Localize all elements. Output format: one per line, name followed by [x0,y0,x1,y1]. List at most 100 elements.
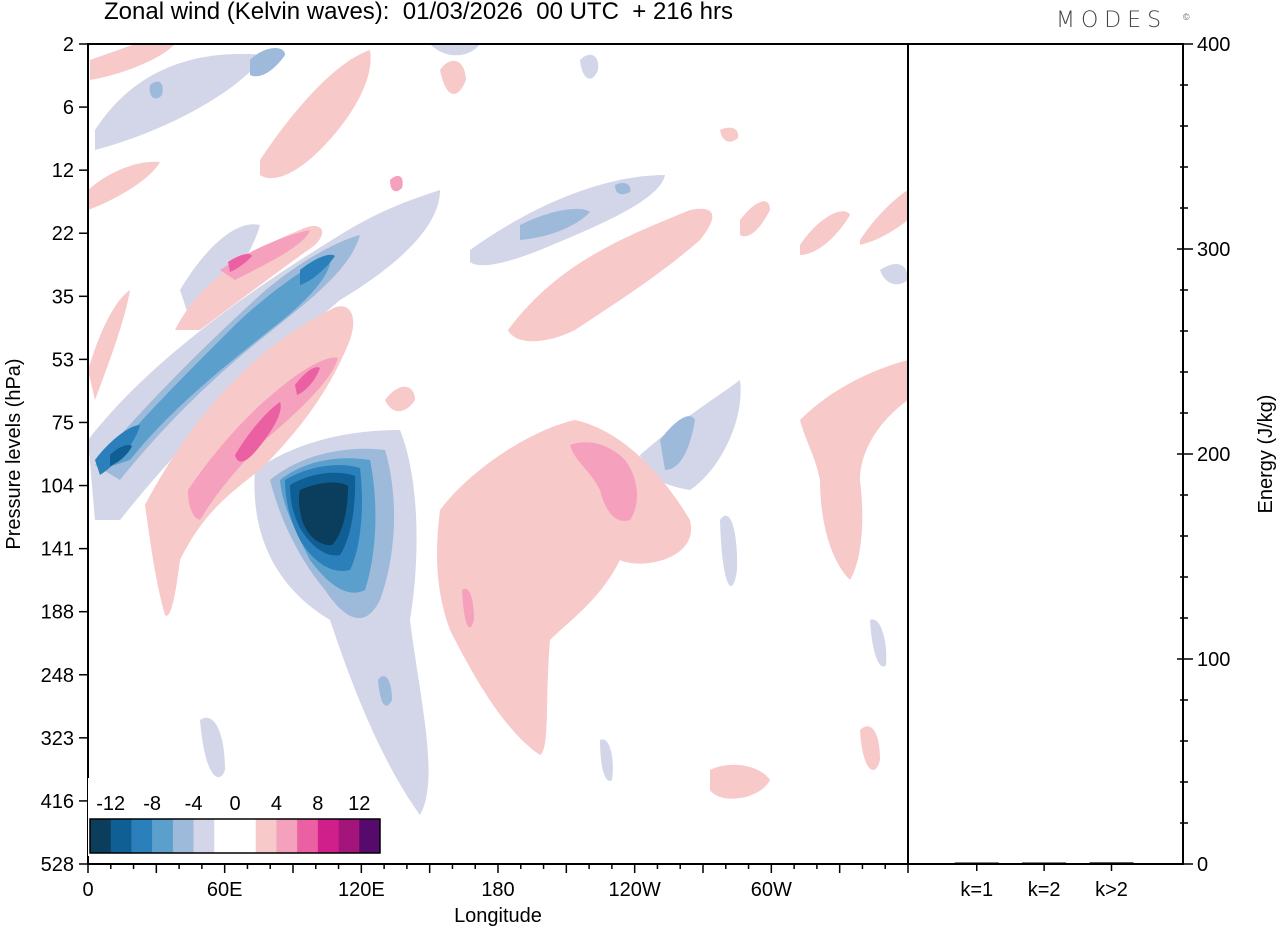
contour-band [800,211,850,255]
colorbar-label: 8 [312,793,323,815]
x-tick-label: 180 [481,879,514,901]
energy-plot-frame [907,43,1184,865]
contour-band [720,127,739,142]
colorbar-swatch [276,819,298,853]
contour-band [800,360,908,580]
contour-band [298,482,348,546]
contour-band [440,60,466,94]
y-tick-label: 141 [41,539,74,561]
colorbar-swatch [317,819,339,853]
colorbar-frame [89,818,381,854]
contour-band [860,190,908,245]
colorbar-label: -8 [143,793,161,815]
energy-bars: k=1 k=2 k>2 [954,862,1134,901]
colorbar-swatch [235,819,257,853]
energy-bar [1022,862,1067,864]
x-tick-label: 60W [751,879,792,901]
contour-band [720,515,738,586]
colorbar-swatch [193,819,215,853]
contour-band [250,48,285,77]
colorbar-swatch [214,819,236,853]
contour-band [437,420,692,755]
colorbar-label: 4 [271,793,282,815]
energy-category-label: k=2 [1028,879,1061,901]
y-tick-label: 6 [63,97,74,119]
y-axis-pressure: 2 6 12 22 35 53 75 104 141 188 248 323 416 528 [41,34,88,876]
colorbar-swatch [255,819,277,853]
y-axis-label: Pressure levels (hPa) [3,358,25,549]
x-tick-label: 120E [338,879,385,901]
contour-band [580,54,599,79]
contour-band [740,201,770,237]
contour-band [220,230,310,280]
colorbar-swatch [152,819,174,853]
contour-band [570,442,637,521]
colorbar-swatch [338,819,360,853]
x-tick-label: 60E [207,879,243,901]
y-tick-label: 528 [41,854,74,876]
energy-bar [954,862,999,864]
colorbar-label: 0 [229,793,240,815]
y-tick-label: 53 [52,349,74,371]
chart-title: Zonal wind (Kelvin waves): 01/03/2026 00… [104,0,733,25]
contour-band [295,367,320,395]
y-axis-energy: 0 100 200 300 400 [1177,34,1230,876]
colorbar-label: -4 [185,793,203,815]
contour-band [228,254,252,272]
colorbar-swatch [359,819,381,853]
contour-band [88,161,160,210]
contour-band [615,182,631,195]
contour-band [462,588,474,628]
y-tick-label: 104 [41,476,74,498]
colorbar-swatch [172,819,194,853]
y-tick-label: 323 [41,728,74,750]
colorbar-swatch [110,819,132,853]
energy-tick-label: 100 [1197,649,1230,671]
contour-band [600,739,613,781]
contour-level-navy-negative [298,482,348,546]
energy-tick-label: 0 [1197,854,1208,876]
y-tick-label: 2 [63,34,74,56]
contour-band [300,254,335,285]
y-tick-label: 12 [52,160,74,182]
y-tick-label: 416 [41,791,74,813]
y-tick-label: 75 [52,412,74,434]
energy-category-label: k>2 [1095,879,1128,901]
y-tick-label: 248 [41,665,74,687]
brand-logo: MODES [1056,8,1168,33]
colorbar-label: 12 [348,793,370,815]
energy-tick-label: 300 [1197,239,1230,261]
contour-band [200,717,225,778]
contour-band [660,416,695,470]
colorbar-swatch [90,819,112,853]
contour-level-strong-positive [228,254,320,462]
contour-band [100,255,331,470]
x-tick-label: 120W [609,879,661,901]
energy-bar [1089,862,1134,864]
contour-band [260,50,371,179]
y-tick-label: 22 [52,223,74,245]
colorbar-swatch [297,819,319,853]
colorbar: -12 -8 -4 0 4 8 12 [88,778,382,856]
contour-field [88,44,908,815]
x-tick-label: 0 [82,879,93,901]
contour-band [880,264,908,285]
contour-band [110,445,132,466]
contour-level-light-positive [88,44,908,799]
contour-band [385,386,415,412]
contour-band [508,208,713,342]
contour-band [860,726,880,770]
contour-band [95,53,265,150]
colorbar-label: -12 [96,793,125,815]
contour-band [710,764,770,799]
contour-band [378,676,392,706]
y-tick-label: 35 [52,286,74,308]
energy-tick-label: 200 [1197,444,1230,466]
contour-band [235,402,281,462]
contour-band [149,81,163,99]
contour-band [88,290,130,400]
contour-band [870,619,887,667]
x-axis: 0 60E 120E 180 120W 60W [82,864,909,901]
energy-axis-label: Energy (J/kg) [1255,395,1277,514]
